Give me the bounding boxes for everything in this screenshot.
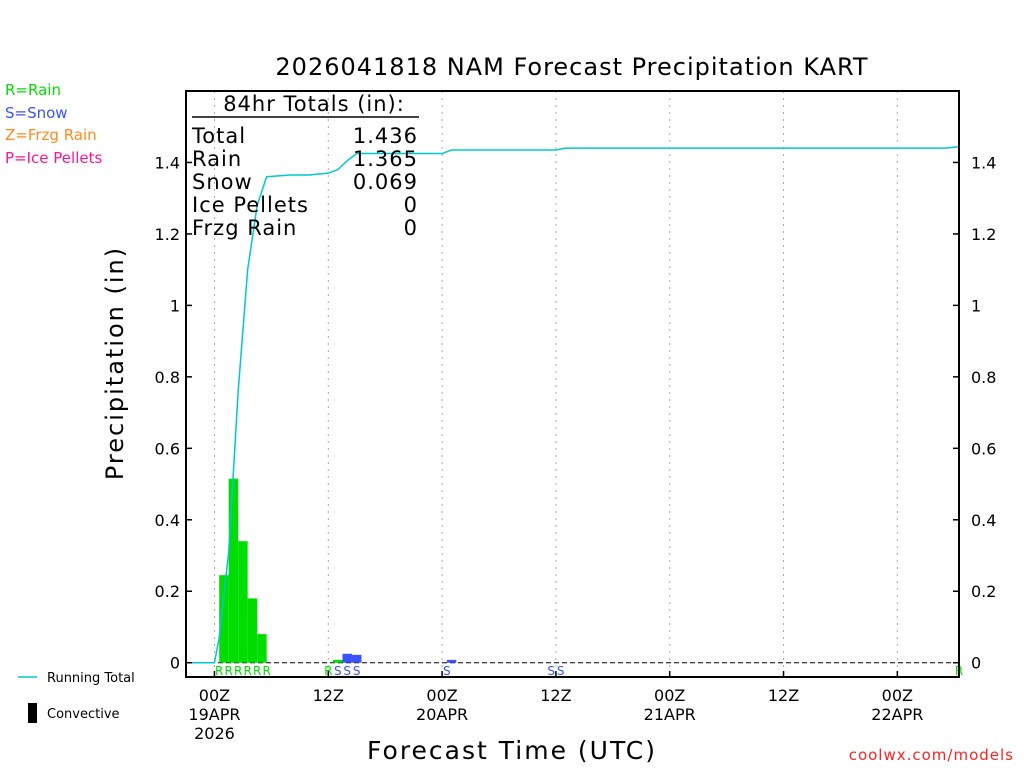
precip-type-marker: S [334, 664, 342, 678]
y-tick-label: 0.4 [155, 511, 180, 530]
precip-bar [238, 541, 248, 663]
x-tick-label: 00Z [882, 686, 913, 705]
precip-type-marker: R [243, 664, 251, 678]
convective-legend-swatch [28, 703, 37, 723]
running-total-legend-label: Running Total [47, 671, 135, 686]
precip-type-marker: R [215, 664, 223, 678]
totals-row-label: Rain [192, 147, 242, 171]
totals-row-label: Total [191, 124, 246, 148]
x-tick-label: 12Z [313, 686, 344, 705]
precip-bar [247, 598, 258, 663]
watermark: coolwx.com/models [848, 746, 1014, 764]
y-tick-label: 1.4 [155, 153, 180, 172]
x-tick-label: 12Z [768, 686, 799, 705]
running-total-line [186, 145, 960, 664]
y-tick-label-right: 0.6 [971, 439, 996, 458]
totals-box: 84hr Totals (in): Total 1.436 Rain 1.365 Sno… [191, 92, 419, 240]
y-tick-label-right: 0.4 [971, 511, 996, 530]
y-tick-label: 0.6 [155, 439, 180, 458]
precip-bars [219, 478, 457, 663]
x-tick-label: 12Z [540, 686, 571, 705]
y-tick-labels: 0 00.2 0.20.4 0.40.6 0.60.8 0.81 11.2 1.21.4 1.4 [155, 153, 997, 672]
x-tick-label: 22APR [871, 705, 923, 724]
x-tick-label: 2026 [194, 724, 235, 743]
precip-type-marker: S [353, 664, 361, 678]
totals-row-value: 1.365 [353, 147, 418, 171]
running-total-series [186, 145, 960, 664]
x-tick-label: 21APR [644, 705, 696, 724]
totals-row-label: Snow [192, 170, 253, 194]
y-tick-label-right: 0 [971, 654, 981, 673]
plot-border [185, 90, 960, 678]
y-tick-label: 0.2 [155, 582, 180, 601]
plot-frame [185, 90, 960, 678]
x-tick-label: 00Z [654, 686, 685, 705]
legend-rain: R=Rain [5, 81, 61, 99]
precip-type-marker: S [343, 664, 351, 678]
totals-row-value: 0 [404, 193, 418, 217]
precip-bar [257, 634, 267, 663]
precip-bar [351, 654, 362, 663]
precip-type-marker: R [253, 664, 261, 678]
convective-legend-label: Convective [47, 707, 120, 722]
y-tick-label-right: 1.2 [971, 225, 996, 244]
legend-snow: S=Snow [5, 104, 68, 122]
x-tick-label: 19APR [188, 705, 240, 724]
precip-bar [342, 653, 352, 663]
totals-heading: 84hr Totals (in): [223, 92, 405, 116]
totals-row-label: Frzg Rain [192, 216, 297, 240]
legend-ice-pellets: P=Ice Pellets [5, 149, 103, 167]
precip-bar [446, 659, 457, 663]
precip-bar [333, 659, 343, 663]
line-legend: Running Total Convective [18, 671, 135, 723]
precip-type-marker: R [225, 664, 233, 678]
precip-type-marker: S [443, 664, 451, 678]
y-tick-label: 1.2 [155, 225, 180, 244]
precip-bar [219, 575, 229, 663]
y-axis-label: Precipitation (in) [101, 246, 129, 480]
totals-row-value: 0.069 [353, 170, 418, 194]
precip-type-marker: R [262, 664, 270, 678]
legend-frzg-rain: Z=Frzg Rain [5, 126, 97, 144]
totals-row-value: 0 [404, 216, 418, 240]
totals-row-value: 1.436 [353, 124, 418, 148]
y-tick-label: 0 [170, 654, 180, 673]
y-tick-label: 1 [170, 296, 180, 315]
y-tick-label-right: 0.8 [971, 368, 996, 387]
precip-bar [228, 478, 239, 663]
y-tick-label-right: 1.4 [971, 153, 996, 172]
y-tick-label-right: 0.2 [971, 582, 996, 601]
totals-row-label: Ice Pellets [192, 193, 309, 217]
x-tick-label: 00Z [426, 686, 457, 705]
chart-title: 2026041818 NAM Forecast Precipitation KA… [275, 53, 868, 81]
y-tick-label-right: 1 [971, 296, 981, 315]
precip-type-marker: S [557, 664, 565, 678]
grid-lines [213, 91, 898, 677]
precip-type-marker: S [547, 664, 555, 678]
y-tick-label: 0.8 [155, 368, 180, 387]
precip-type-markers: RRRRRRRSSSSSSR [215, 664, 963, 678]
x-tick-label: 20APR [416, 705, 468, 724]
x-axis-label: Forecast Time (UTC) [367, 736, 657, 765]
precip-type-marker: R [234, 664, 242, 678]
x-tick-label: 00Z [199, 686, 230, 705]
